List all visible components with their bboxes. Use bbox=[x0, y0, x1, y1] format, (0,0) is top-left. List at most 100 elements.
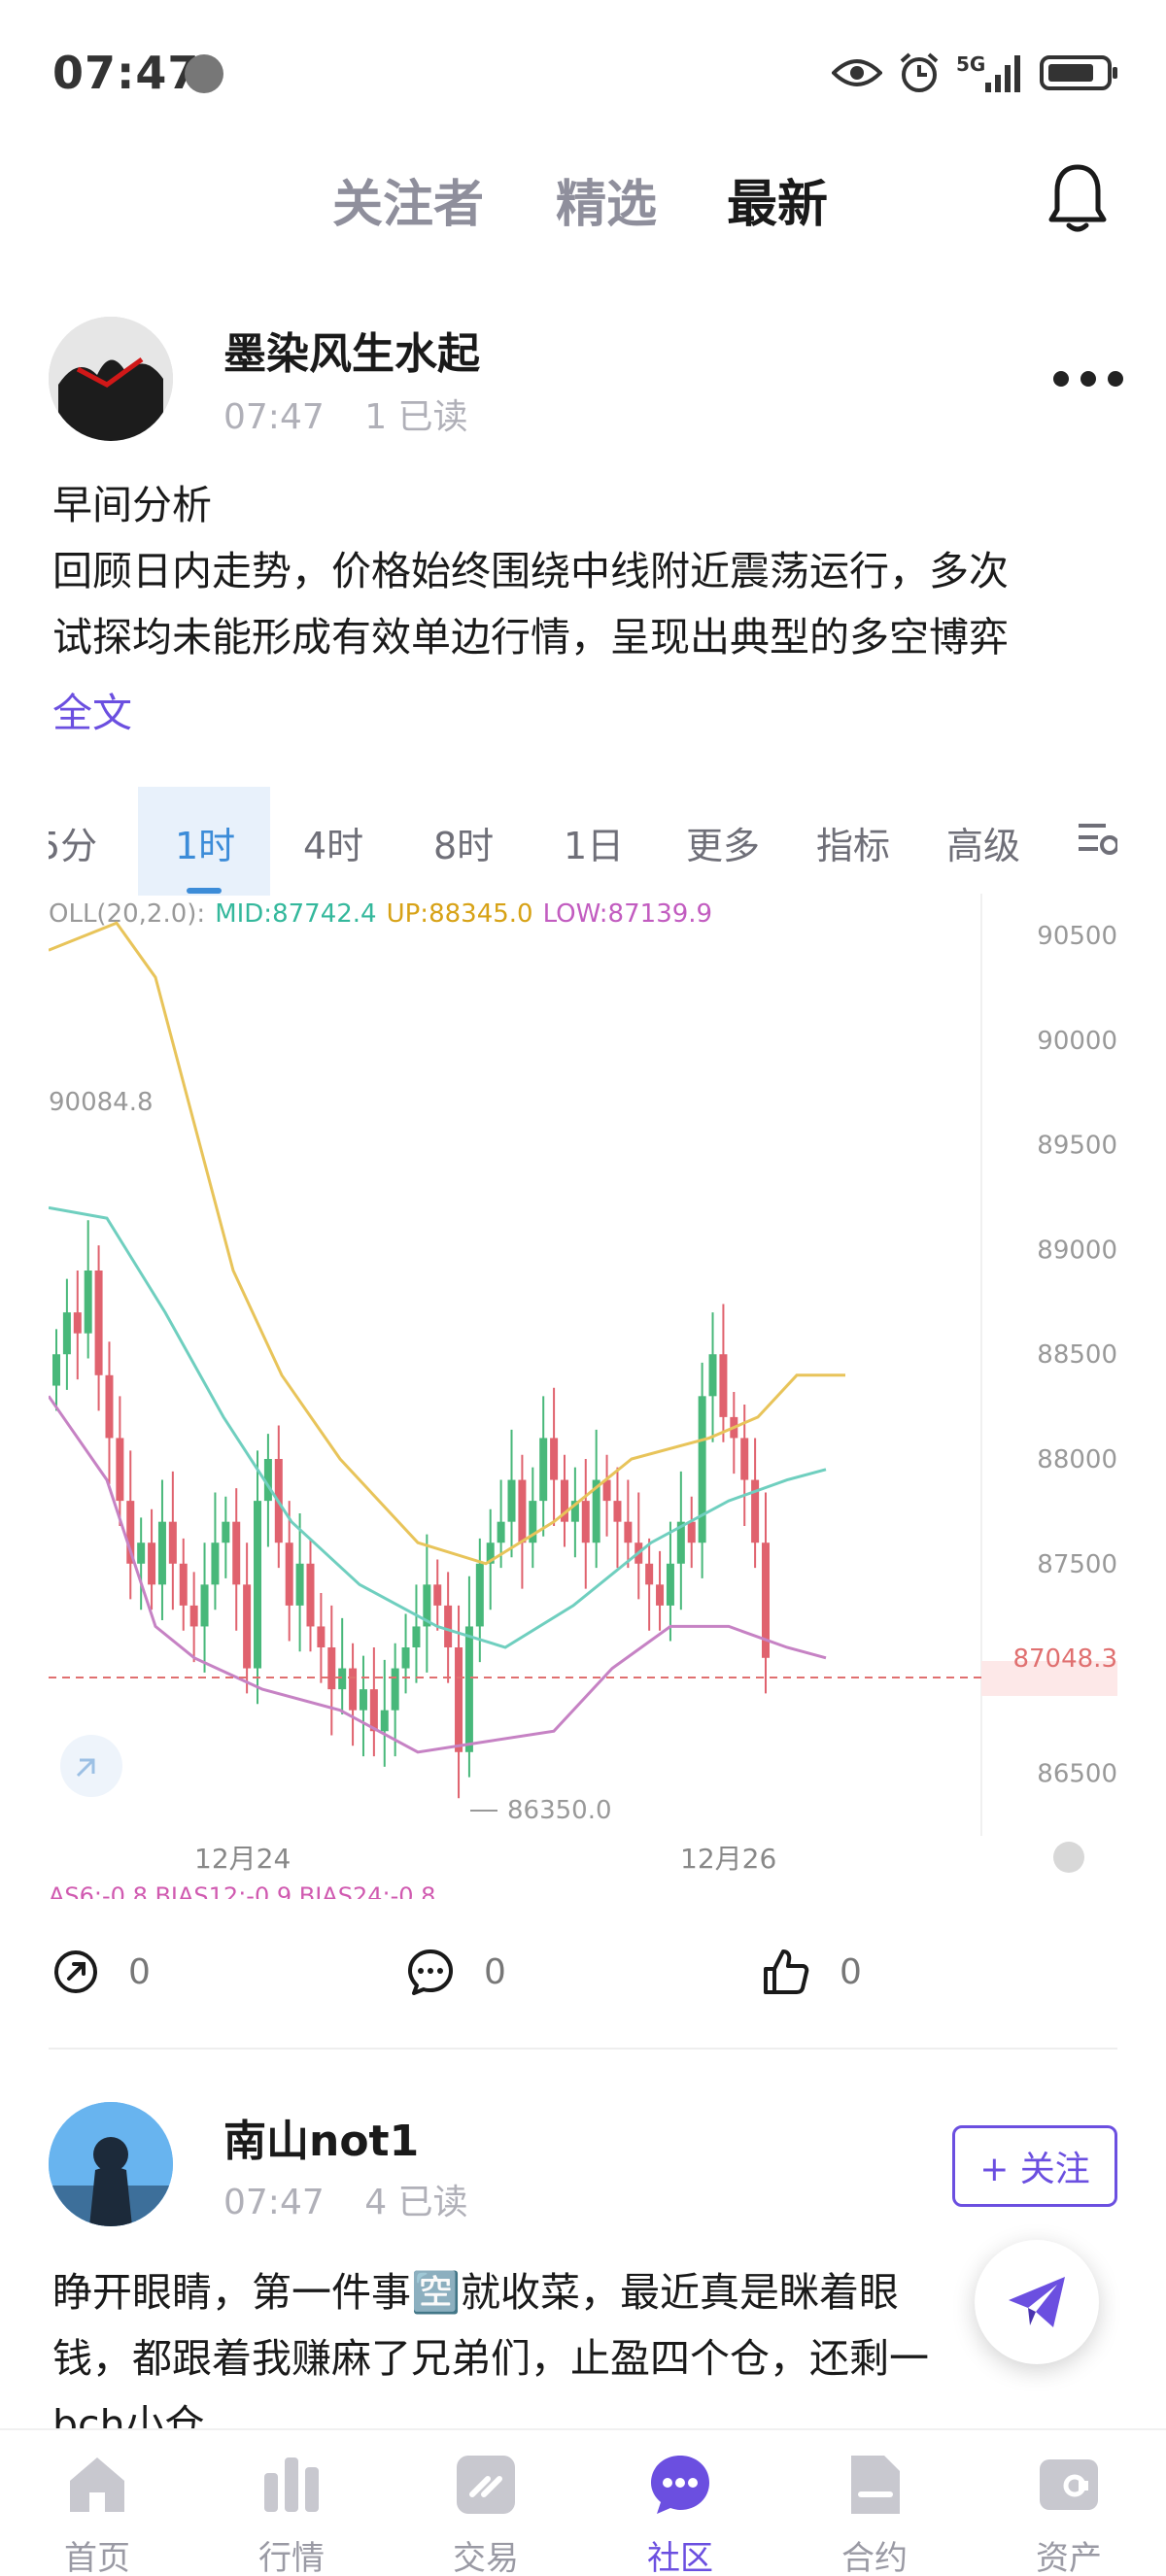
candle-body bbox=[380, 1710, 389, 1732]
candle-body bbox=[222, 1521, 230, 1543]
candle-body bbox=[570, 1501, 579, 1522]
avatar[interactable] bbox=[49, 317, 173, 441]
boll-mid-line bbox=[49, 1205, 827, 1649]
candle-body bbox=[338, 1668, 347, 1690]
candle-body bbox=[73, 1312, 82, 1334]
wallet-icon bbox=[1040, 2459, 1098, 2510]
comment-button[interactable]: 0 bbox=[406, 1943, 506, 2001]
candle-body bbox=[295, 1563, 304, 1606]
timeframe-indicators: 指标 bbox=[816, 825, 891, 867]
timeframe-4h: 4时 bbox=[303, 825, 364, 867]
candle-body bbox=[687, 1521, 696, 1543]
candle-body bbox=[444, 1605, 453, 1647]
candle-body bbox=[433, 1584, 442, 1606]
trade-icon bbox=[457, 2456, 515, 2514]
share-button[interactable]: 0 bbox=[52, 1943, 151, 2001]
status-bar: 07:47 5G bbox=[0, 0, 1166, 146]
nav-market[interactable]: 行情 bbox=[194, 2446, 389, 2576]
chart-settings-icon bbox=[1079, 824, 1117, 855]
nav-label: 合约 bbox=[841, 2539, 908, 2576]
location-icon bbox=[185, 54, 223, 93]
follow-button[interactable]: + 关注 bbox=[952, 2125, 1117, 2207]
nav-community[interactable]: 社区 bbox=[583, 2446, 777, 2576]
read-more-link[interactable]: 全文 bbox=[52, 690, 132, 736]
nav-assets[interactable]: 资产 bbox=[972, 2446, 1166, 2576]
bottom-nav: 首页 行情 交易 社区 合约 资产 bbox=[0, 2428, 1166, 2576]
price-axis-label: 89000 bbox=[1037, 1236, 1117, 1265]
timeframe-8h: 8时 bbox=[433, 825, 495, 867]
boll-lower-line bbox=[49, 1395, 827, 1754]
avatar-image bbox=[49, 317, 173, 441]
candle-body bbox=[475, 1563, 484, 1627]
price-axis-label: 88500 bbox=[1037, 1340, 1117, 1370]
timeframe-1h: 1时 bbox=[175, 825, 236, 867]
x-axis-label: 12月24 bbox=[194, 1843, 292, 1875]
candle-body bbox=[666, 1563, 674, 1606]
nav-home[interactable]: 首页 bbox=[0, 2446, 194, 2576]
candles bbox=[52, 1220, 770, 1799]
candle-body bbox=[581, 1501, 590, 1543]
price-axis-label: 90500 bbox=[1037, 922, 1117, 951]
candle-body bbox=[708, 1354, 717, 1397]
chart-image[interactable]: 5分 1时 4时 8时 1日 更多 指标 高级 OLL(20,2.0): MID:… bbox=[49, 787, 1117, 1899]
author-name[interactable]: 南山not1 bbox=[223, 2117, 420, 2166]
candle-body bbox=[455, 1647, 463, 1752]
candle-body bbox=[719, 1354, 728, 1417]
candle-body bbox=[179, 1563, 188, 1606]
post-divider bbox=[49, 2048, 1117, 2050]
tab-featured[interactable]: 精选 bbox=[556, 176, 658, 234]
candle-body bbox=[645, 1563, 654, 1585]
tab-latest[interactable]: 最新 bbox=[727, 176, 829, 234]
boll-low: LOW:87139.9 bbox=[542, 899, 713, 929]
timeframe-1d: 1日 bbox=[564, 825, 625, 867]
bias-legend: AS6:-0.8 BIAS12:-0.9 BIAS24:-0.8 bbox=[49, 1882, 436, 1899]
status-icons: 5G bbox=[832, 49, 1119, 97]
candle-body bbox=[263, 1459, 272, 1502]
nav-label: 首页 bbox=[64, 2539, 130, 2576]
candle-body bbox=[168, 1521, 177, 1564]
timeframe-more: 更多 bbox=[686, 825, 761, 867]
boll-upper-line bbox=[49, 921, 845, 1566]
post-text-line: 早间分析 bbox=[52, 482, 212, 528]
scroll-end-icon bbox=[1053, 1842, 1084, 1873]
post-text-line: 试探均未能形成有效单边行情，呈现出典型的多空博弈 bbox=[52, 614, 1009, 661]
comment-icon bbox=[408, 1949, 453, 1995]
nav-label: 行情 bbox=[258, 2539, 325, 2576]
alarm-icon bbox=[900, 52, 939, 92]
candle-body bbox=[602, 1479, 611, 1502]
create-post-button[interactable] bbox=[975, 2240, 1099, 2364]
candle-body bbox=[157, 1521, 166, 1585]
like-button[interactable]: 0 bbox=[762, 1943, 862, 2001]
author-name[interactable]: 墨染风生水起 bbox=[223, 329, 480, 379]
candle-body bbox=[401, 1647, 410, 1669]
timeframe-bar: 5分 1时 4时 8时 1日 更多 指标 高级 bbox=[49, 787, 1117, 896]
candle-body bbox=[507, 1479, 516, 1522]
last-price-tag bbox=[981, 1661, 1117, 1696]
candle-body bbox=[698, 1396, 706, 1543]
candle-body bbox=[560, 1479, 568, 1522]
post-actions: 0 0 0 bbox=[52, 1943, 1121, 2011]
candle-body bbox=[62, 1312, 71, 1355]
price-axis-label: 90000 bbox=[1037, 1027, 1117, 1056]
candle-body bbox=[613, 1501, 622, 1522]
timeframe-advanced: 高级 bbox=[946, 825, 1021, 867]
nav-contract[interactable]: 合约 bbox=[777, 2446, 972, 2576]
candle-body bbox=[189, 1605, 198, 1627]
candle-body bbox=[317, 1626, 326, 1647]
candle-body bbox=[349, 1668, 358, 1711]
price-axis-label: 87048.3 bbox=[1012, 1644, 1117, 1674]
market-icon bbox=[264, 2457, 319, 2512]
send-icon bbox=[1009, 2277, 1065, 2327]
boll-mid: MID:87742.4 bbox=[215, 899, 377, 929]
nav-trade[interactable]: 交易 bbox=[389, 2446, 583, 2576]
post-time: 07:47 bbox=[223, 2183, 325, 2222]
avatar[interactable] bbox=[49, 2102, 173, 2226]
candle-body bbox=[52, 1354, 60, 1386]
timeframe-5m: 5分 bbox=[49, 825, 98, 867]
candle-body bbox=[359, 1689, 367, 1711]
candle-body bbox=[232, 1521, 241, 1585]
more-options-icon[interactable] bbox=[1053, 367, 1123, 390]
tab-following[interactable]: 关注者 bbox=[332, 176, 485, 234]
bell-icon[interactable] bbox=[1047, 161, 1108, 235]
candle-body bbox=[529, 1501, 537, 1543]
